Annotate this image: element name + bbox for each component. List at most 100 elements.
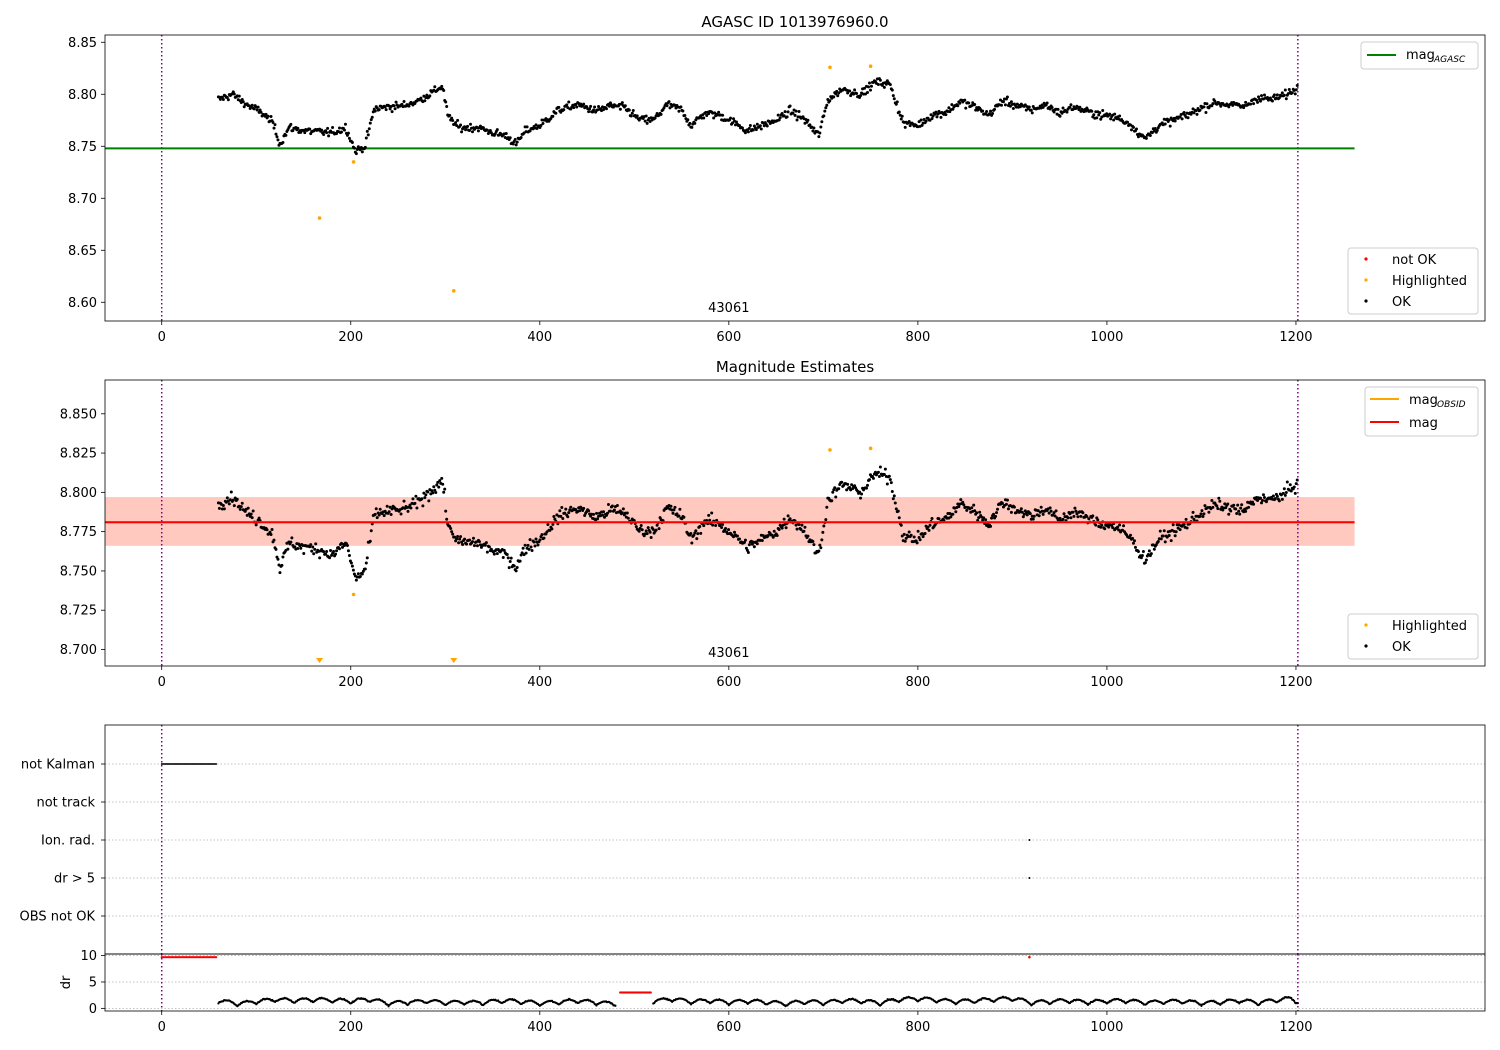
ok-point bbox=[654, 528, 658, 532]
ok-point bbox=[1149, 552, 1153, 556]
ok-point bbox=[702, 524, 706, 528]
ok-point bbox=[377, 108, 381, 112]
ok-point bbox=[369, 529, 373, 533]
ok-point bbox=[1006, 507, 1010, 511]
y-tick-label: 8.65 bbox=[68, 244, 97, 259]
ok-point bbox=[366, 133, 370, 137]
ok-point bbox=[1252, 502, 1256, 506]
ok-point bbox=[930, 117, 934, 121]
ok-point bbox=[1284, 490, 1288, 494]
ok-point bbox=[557, 105, 561, 109]
ok-point bbox=[992, 512, 996, 516]
ok-point bbox=[620, 101, 624, 105]
ok-point bbox=[272, 126, 276, 130]
ok-point bbox=[848, 486, 852, 490]
ok-point bbox=[794, 523, 798, 527]
ok-point bbox=[1178, 115, 1182, 119]
x-tick-label: 1000 bbox=[1090, 330, 1123, 345]
ok-point bbox=[1045, 101, 1049, 105]
ok-point bbox=[822, 114, 826, 118]
ok-point bbox=[765, 124, 769, 128]
ok-point bbox=[514, 569, 518, 573]
ok-point bbox=[1257, 95, 1261, 99]
ok-point bbox=[899, 523, 903, 527]
ok-point bbox=[927, 528, 931, 532]
legend-label: OK bbox=[1392, 640, 1411, 655]
ok-point bbox=[1290, 91, 1294, 95]
ok-point bbox=[461, 542, 465, 546]
ok-point bbox=[1260, 94, 1264, 98]
ok-point bbox=[266, 114, 270, 118]
ok-point bbox=[515, 140, 519, 144]
ok-point bbox=[939, 115, 943, 119]
ok-point bbox=[225, 496, 229, 500]
ok-point bbox=[350, 141, 354, 145]
ok-point bbox=[284, 133, 288, 137]
ok-point bbox=[1131, 125, 1135, 129]
ok-point bbox=[365, 556, 369, 560]
ok-point bbox=[1213, 99, 1217, 103]
ok-point bbox=[931, 114, 935, 118]
ok-point bbox=[1295, 83, 1299, 87]
ok-point bbox=[797, 522, 801, 526]
x-tick-label: 800 bbox=[905, 675, 930, 690]
ok-point bbox=[610, 504, 614, 508]
ok-point bbox=[1163, 122, 1167, 126]
ok-point bbox=[836, 94, 840, 98]
flag-point bbox=[215, 763, 218, 765]
ok-point bbox=[1097, 113, 1101, 117]
ok-point bbox=[957, 505, 961, 509]
ok-point bbox=[818, 543, 822, 547]
ok-point bbox=[370, 115, 374, 119]
ok-point bbox=[477, 540, 481, 544]
ok-point bbox=[258, 108, 262, 112]
ok-point bbox=[1264, 500, 1268, 504]
ok-point bbox=[423, 496, 427, 500]
ok-point bbox=[322, 550, 326, 554]
ok-point bbox=[1178, 528, 1182, 532]
ok-point bbox=[426, 490, 430, 494]
ok-point bbox=[464, 128, 468, 132]
legend-subscript: AGASC bbox=[1433, 55, 1466, 65]
ok-point bbox=[623, 104, 627, 108]
ok-point bbox=[1249, 102, 1253, 106]
ok-point bbox=[777, 118, 781, 122]
ok-point bbox=[1028, 512, 1032, 516]
ok-point bbox=[326, 126, 330, 130]
ok-point bbox=[924, 119, 928, 123]
ok-point bbox=[485, 550, 489, 554]
ok-point bbox=[574, 507, 578, 511]
ok-point bbox=[373, 512, 377, 516]
ok-point bbox=[389, 513, 393, 517]
highlighted-point bbox=[451, 289, 456, 293]
ok-point bbox=[343, 122, 347, 126]
ok-point bbox=[711, 523, 715, 527]
ok-point bbox=[1027, 105, 1031, 109]
ok-point bbox=[1133, 545, 1137, 549]
ok-point bbox=[930, 516, 934, 520]
ok-point bbox=[1096, 518, 1100, 522]
ok-point bbox=[513, 137, 517, 141]
ok-point bbox=[621, 507, 625, 511]
ok-point bbox=[637, 529, 641, 533]
ok-point bbox=[681, 109, 685, 113]
ok-point bbox=[235, 497, 239, 501]
x-tick-label: 1200 bbox=[1279, 1020, 1312, 1035]
ok-point bbox=[655, 523, 659, 527]
ok-point bbox=[1036, 509, 1040, 513]
ok-point bbox=[662, 106, 666, 110]
ok-point bbox=[274, 132, 278, 136]
ok-point bbox=[507, 566, 511, 570]
dr-ok-point bbox=[1292, 999, 1296, 1002]
ok-point bbox=[394, 100, 398, 104]
ok-point bbox=[710, 511, 714, 515]
ok-point bbox=[1159, 537, 1163, 541]
ok-point bbox=[1167, 118, 1171, 122]
ok-point bbox=[1071, 510, 1075, 514]
ok-point bbox=[965, 508, 969, 512]
ok-point bbox=[1078, 105, 1082, 109]
ok-point bbox=[897, 516, 901, 520]
ok-point bbox=[917, 120, 921, 124]
ok-point bbox=[276, 557, 280, 561]
ok-point bbox=[413, 501, 417, 505]
